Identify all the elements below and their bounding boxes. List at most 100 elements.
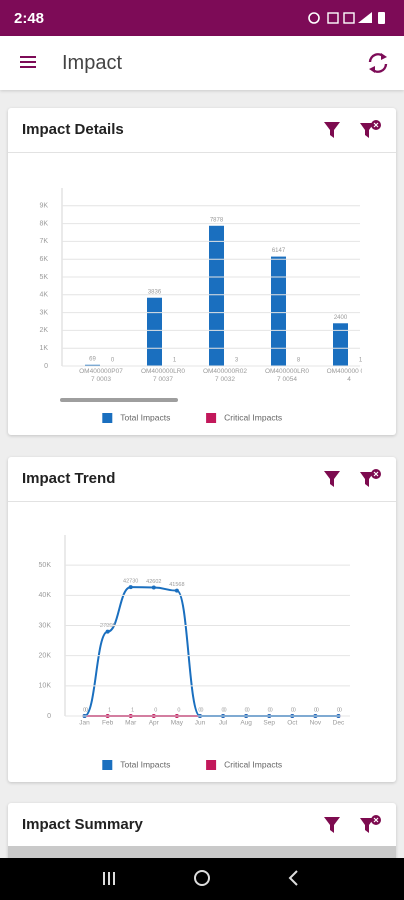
y-tick-label: 10K (39, 683, 52, 690)
y-tick-label: 0 (47, 713, 51, 720)
card-title: Impact Trend (22, 470, 116, 487)
data-label: 3836 (148, 289, 162, 295)
x-tick-label: Jun (195, 720, 206, 727)
card-header: Impact Details (8, 108, 396, 153)
category-labels: OM400000P077 0003 OM400000LR07 0037 OM4000… (60, 368, 362, 392)
data-label: 0 (270, 707, 273, 713)
bar (333, 323, 348, 366)
x-tick-label: Nov (310, 720, 322, 727)
nav-bar (0, 858, 404, 900)
data-label: 0 (85, 707, 88, 713)
data-label: 8 (297, 357, 301, 363)
data-label: 7878 (210, 217, 224, 223)
data-label: 0 (339, 707, 342, 713)
x-tick-label: Oct (287, 720, 297, 727)
x-tick-label: Aug (240, 720, 252, 727)
point (174, 588, 179, 593)
bar (147, 297, 162, 366)
y-tick-label: 3K (39, 309, 48, 316)
data-label: 0 (316, 707, 319, 713)
data-label: 0 (111, 358, 115, 364)
y-tick-label: 20K (39, 653, 52, 660)
y-tick-label: 9K (39, 203, 48, 210)
data-label: 41568 (169, 582, 184, 588)
x-tick-label: Mar (125, 720, 137, 727)
card-header: Impact Summary (8, 803, 396, 847)
data-label: 1 (359, 358, 363, 364)
impact-trend-card: Impact Trend (8, 457, 396, 782)
y-tick-label: 40K (39, 592, 52, 599)
app-title: Impact (62, 52, 123, 74)
legend-label: Critical Impacts (224, 759, 282, 769)
data-label: 0 (247, 707, 250, 713)
x-tick-label: Sep (263, 720, 275, 727)
data-label: 0 (337, 707, 340, 713)
data-label: 0 (293, 707, 296, 713)
impact-summary-card: Impact Summary (8, 803, 396, 863)
legend-swatch (206, 413, 217, 423)
y-tick-label: 5K (39, 274, 48, 281)
point (151, 585, 156, 590)
x-tick-label: OM400000 0104 (326, 368, 362, 383)
data-label: 0 (268, 707, 271, 713)
y-tick-label: 1K (39, 345, 48, 352)
point (105, 629, 110, 634)
data-label: 27960 (100, 623, 115, 629)
x-tick-label: Apr (149, 720, 160, 727)
data-label: 0 (83, 707, 86, 713)
impact-details-card: Impact Details (8, 108, 396, 435)
filter-buttons[interactable] (322, 120, 388, 140)
x-tick-label: Jul (219, 720, 228, 727)
y-tick-label: 30K (39, 622, 52, 629)
scrollbar[interactable] (60, 398, 178, 402)
x-tick-label: OM400000R027 0032 (202, 368, 248, 383)
x-tick-label: May (171, 720, 184, 727)
bar (85, 364, 100, 366)
data-label: 42602 (146, 579, 161, 585)
data-label: 0 (177, 707, 180, 713)
nav-icons[interactable] (0, 858, 404, 900)
data-label: 1 (173, 358, 177, 364)
data-label: 3 (235, 358, 239, 364)
data-label: 6147 (272, 248, 286, 254)
data-label: 0 (291, 707, 294, 713)
x-tick-label: OM400000LR07 0054 (264, 368, 310, 383)
filter-buttons[interactable] (322, 469, 388, 489)
y-tick-label: 8K (39, 220, 48, 227)
point (128, 585, 133, 590)
data-label: 42730 (123, 579, 138, 585)
data-label: 0 (314, 707, 317, 713)
legend-label: Critical Impacts (224, 412, 282, 422)
status-bar: 2:48 (0, 0, 404, 36)
app-bar: Impact (0, 36, 404, 90)
card-title: Impact Summary (22, 816, 143, 833)
y-tick-label: 7K (39, 238, 48, 245)
data-label: 0 (245, 707, 248, 713)
y-tick-label: 4K (39, 292, 48, 299)
menu-button[interactable] (20, 56, 38, 70)
data-label: 0 (222, 707, 225, 713)
plot-area: 69 3836 7878 6147 2400 0 1 3 8 1 (85, 217, 363, 367)
data-label: 69 (89, 356, 96, 362)
legend-swatch (206, 760, 217, 770)
legend-label: Total Impacts (120, 759, 170, 769)
refresh-button[interactable] (366, 51, 390, 75)
x-tick-label: Dec (333, 720, 345, 727)
legend-swatch (102, 760, 113, 770)
bar (271, 256, 286, 366)
data-label: 1 (131, 707, 134, 713)
x-tick-label: OM400000P077 0003 (79, 368, 123, 383)
x-tick-label: Jan (79, 720, 90, 727)
clock: 2:48 (14, 10, 45, 27)
x-tick-label: OM400000LR07 0037 (140, 368, 186, 383)
card-title: Impact Details (22, 121, 124, 138)
data-label: 1 (108, 707, 111, 713)
filter-buttons[interactable] (322, 815, 388, 835)
status-icons (308, 12, 385, 24)
data-label: 2400 (334, 315, 348, 321)
data-label: 0 (154, 707, 157, 713)
legend-label: Total Impacts (120, 412, 170, 422)
